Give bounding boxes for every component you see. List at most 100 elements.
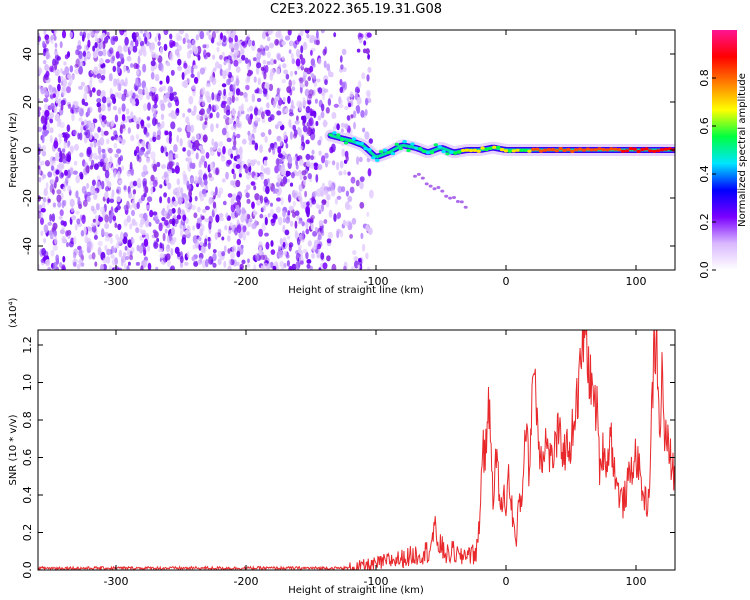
signal-point (535, 147, 540, 151)
noise-speckle (144, 36, 148, 45)
noise-speckle (317, 87, 323, 94)
noise-speckle (123, 64, 127, 73)
noise-speckle (269, 72, 274, 81)
y-tick-label: 0.2 (21, 524, 34, 542)
noise-speckle (226, 55, 232, 61)
signal-point (410, 142, 415, 146)
noise-speckle (44, 109, 50, 118)
noise-speckle (76, 218, 81, 225)
noise-speckle (45, 90, 49, 96)
noise-speckle (304, 30, 310, 34)
noise-speckle (115, 51, 120, 59)
signal-point (531, 147, 536, 151)
noise-speckle (226, 96, 231, 106)
noise-speckle (57, 201, 62, 208)
noise-speckle (270, 249, 276, 255)
noise-speckle (70, 200, 75, 205)
noise-speckle (353, 121, 356, 130)
signal-point (605, 148, 610, 152)
noise-speckle (38, 126, 43, 133)
noise-speckle (191, 84, 196, 90)
noise-speckle (199, 67, 205, 75)
noise-speckle (53, 30, 58, 35)
noise-speckle (117, 107, 122, 115)
noise-speckle (40, 258, 46, 263)
noise-speckle (284, 109, 288, 113)
noise-speckle (150, 72, 155, 80)
noise-speckle (321, 230, 325, 237)
noise-speckle (60, 99, 66, 106)
noise-speckle (230, 180, 235, 186)
noise-speckle (246, 198, 251, 204)
signal-point (328, 133, 333, 137)
noise-speckle (54, 113, 61, 122)
noise-speckle (154, 36, 158, 43)
noise-speckle (139, 30, 144, 34)
noise-speckle (236, 244, 240, 251)
noise-speckle (176, 214, 182, 220)
noise-speckle (362, 127, 366, 133)
noise-speckle (280, 196, 284, 206)
noise-speckle (104, 214, 110, 223)
signal-echo-point (424, 182, 429, 186)
noise-speckle (225, 59, 231, 64)
noise-speckle (83, 56, 87, 62)
signal-point (371, 156, 376, 160)
noise-speckle (358, 36, 363, 44)
noise-speckle (349, 234, 353, 239)
signal-point (496, 145, 501, 149)
noise-speckle (305, 251, 309, 260)
noise-speckle (95, 219, 99, 226)
noise-speckle (159, 242, 163, 250)
noise-speckle (315, 248, 319, 254)
noise-speckle (38, 66, 42, 74)
noise-speckle (131, 238, 135, 244)
noise-speckle (251, 93, 256, 103)
noise-speckle (73, 108, 79, 115)
noise-speckle (54, 236, 58, 245)
signal-point (347, 139, 353, 143)
noise-speckle (323, 121, 328, 126)
noise-speckle (66, 141, 71, 149)
noise-speckle (59, 262, 63, 268)
noise-speckle (173, 96, 179, 103)
noise-speckle (246, 213, 251, 220)
x-tick-label: 100 (626, 275, 647, 288)
noise-speckle (242, 225, 247, 233)
noise-speckle (113, 78, 117, 87)
noise-speckle (210, 123, 214, 133)
noise-speckle (100, 264, 104, 270)
noise-speckle (360, 232, 364, 240)
noise-speckle (135, 134, 140, 140)
signal-point (616, 148, 622, 152)
noise-speckle (149, 209, 154, 218)
noise-speckle (226, 137, 232, 143)
noise-speckle (321, 202, 325, 212)
noise-speckle (312, 63, 316, 68)
noise-speckle (101, 227, 105, 236)
noise-speckle (159, 86, 164, 93)
noise-speckle (293, 133, 297, 139)
noise-speckle (41, 115, 45, 123)
noise-speckle (120, 138, 126, 146)
noise-speckle (77, 132, 81, 140)
noise-speckle (202, 173, 208, 182)
signal-point (418, 147, 423, 151)
noise-speckle (200, 181, 204, 188)
noise-speckle (182, 113, 186, 118)
noise-speckle (323, 219, 328, 224)
noise-speckle (289, 182, 294, 187)
noise-speckle (60, 76, 64, 81)
noise-speckle (164, 219, 169, 226)
signal-point (453, 151, 458, 155)
noise-speckle (233, 50, 240, 56)
noise-speckle (288, 112, 294, 117)
noise-speckle (153, 107, 157, 114)
noise-speckle (199, 257, 203, 263)
noise-speckle (135, 261, 140, 266)
noise-speckle (278, 159, 283, 164)
noise-speckle (318, 57, 322, 65)
noise-speckle (98, 216, 103, 223)
noise-speckle (239, 266, 243, 270)
noise-speckle (108, 214, 113, 224)
